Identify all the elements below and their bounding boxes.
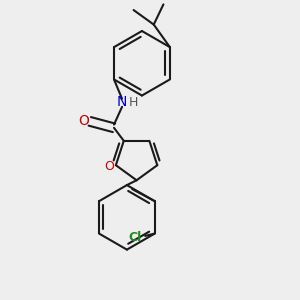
Text: H: H (129, 95, 138, 109)
Text: O: O (79, 114, 90, 128)
Text: Cl: Cl (129, 231, 142, 244)
Text: N: N (117, 95, 127, 109)
Text: O: O (104, 160, 114, 173)
